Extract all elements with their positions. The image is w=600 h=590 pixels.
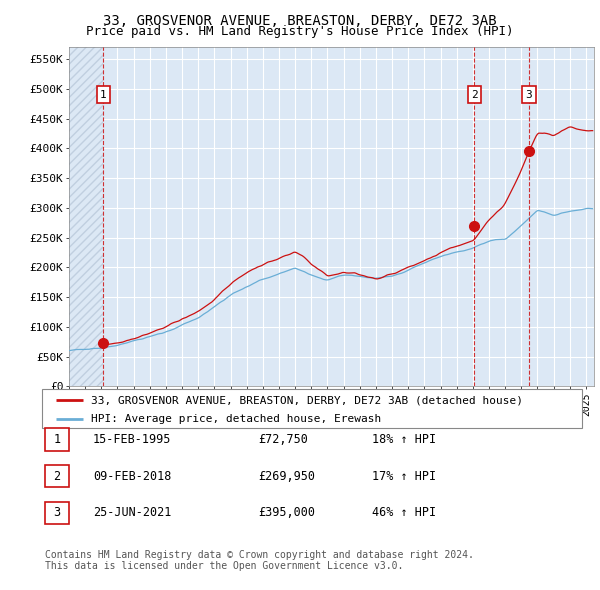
Text: HPI: Average price, detached house, Erewash: HPI: Average price, detached house, Erew…	[91, 414, 381, 424]
Text: Price paid vs. HM Land Registry's House Price Index (HPI): Price paid vs. HM Land Registry's House …	[86, 25, 514, 38]
Text: 2: 2	[53, 470, 61, 483]
Bar	[69, 47, 103, 386]
Text: 2: 2	[471, 90, 478, 100]
Text: 25-JUN-2021: 25-JUN-2021	[93, 506, 172, 519]
Text: 33, GROSVENOR AVENUE, BREASTON, DERBY, DE72 3AB: 33, GROSVENOR AVENUE, BREASTON, DERBY, D…	[103, 14, 497, 28]
Text: £269,950: £269,950	[258, 470, 315, 483]
Text: 17% ↑ HPI: 17% ↑ HPI	[372, 470, 436, 483]
Text: 18% ↑ HPI: 18% ↑ HPI	[372, 433, 436, 446]
Text: £395,000: £395,000	[258, 506, 315, 519]
Text: £72,750: £72,750	[258, 433, 308, 446]
Text: 1: 1	[53, 433, 61, 446]
Text: 3: 3	[526, 90, 532, 100]
Text: 3: 3	[53, 506, 61, 519]
Text: 46% ↑ HPI: 46% ↑ HPI	[372, 506, 436, 519]
Text: 15-FEB-1995: 15-FEB-1995	[93, 433, 172, 446]
Text: 1: 1	[100, 90, 107, 100]
Text: 09-FEB-2018: 09-FEB-2018	[93, 470, 172, 483]
Text: 33, GROSVENOR AVENUE, BREASTON, DERBY, DE72 3AB (detached house): 33, GROSVENOR AVENUE, BREASTON, DERBY, D…	[91, 395, 523, 405]
Text: Contains HM Land Registry data © Crown copyright and database right 2024.
This d: Contains HM Land Registry data © Crown c…	[45, 550, 474, 572]
